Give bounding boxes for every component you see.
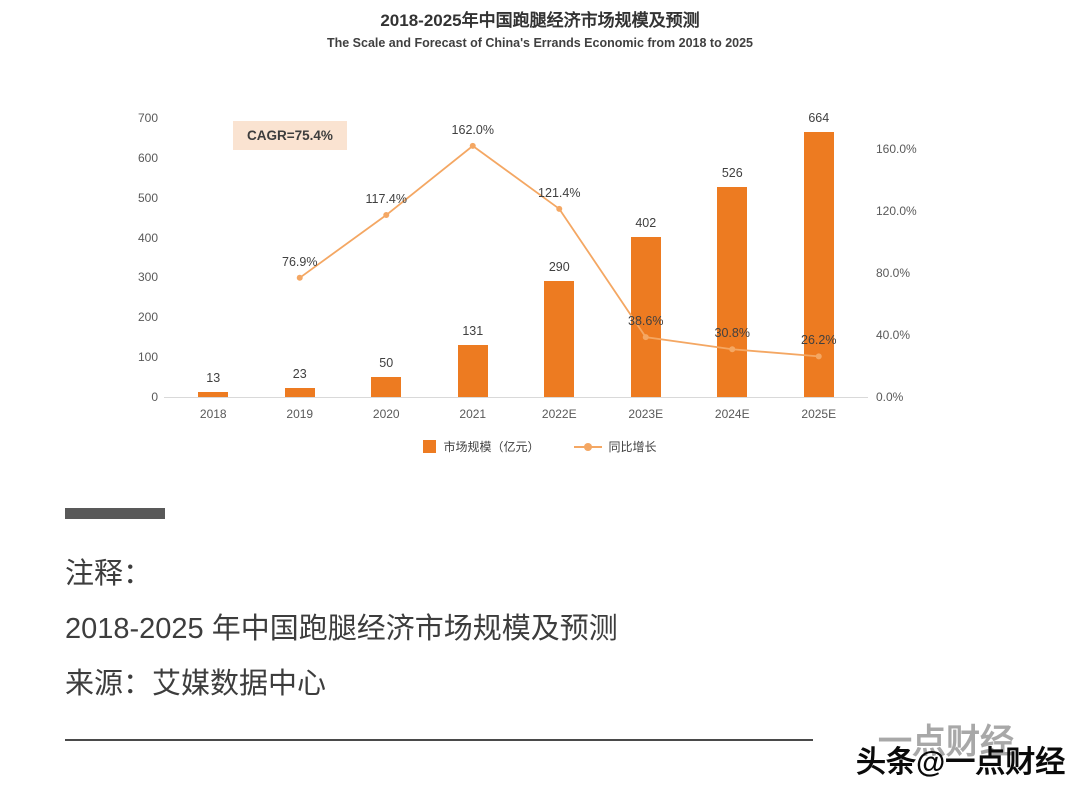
- line-point-label: 162.0%: [451, 122, 494, 137]
- line-point-label: 76.9%: [282, 254, 318, 269]
- x-axis-label: 2019: [286, 407, 314, 421]
- left-axis-tick: 100: [137, 350, 158, 365]
- bar-value-label: 23: [292, 366, 307, 381]
- bar: [717, 187, 748, 397]
- line-series-marker-icon: [573, 442, 602, 451]
- bar-value-label: 290: [548, 260, 570, 275]
- chart-subtitle: The Scale and Forecast of China's Errand…: [326, 36, 754, 50]
- bar: [371, 377, 402, 397]
- left-axis-tick: 200: [137, 310, 158, 325]
- line-point-label: 30.8%: [714, 326, 750, 341]
- line-series-dot-icon: [583, 442, 592, 451]
- line-point-label: 117.4%: [365, 192, 407, 207]
- line-point-label: 38.6%: [628, 314, 664, 329]
- bar-value-label: 50: [379, 356, 394, 371]
- left-axis-tick: 300: [137, 270, 158, 285]
- cagr-annotation: CAGR=75.4%: [233, 121, 347, 150]
- bar-value-label: 526: [721, 166, 743, 181]
- bar: [544, 281, 575, 397]
- left-axis-tick: 700: [137, 111, 158, 125]
- note-caption: 2018-2025 年中国跑腿经济市场规模及预测: [65, 613, 618, 645]
- bar: [198, 391, 229, 397]
- note-heading: 注释：: [65, 558, 153, 590]
- bar-value-label: 13: [206, 370, 221, 385]
- chart-title: 2018-2025年中国跑腿经济市场规模及预测: [380, 11, 700, 30]
- right-axis-tick: 40.0%: [876, 328, 911, 342]
- right-axis-tick: 80.0%: [876, 266, 911, 280]
- x-axis-label: 2023E: [628, 407, 664, 421]
- bar: [803, 132, 834, 397]
- notes-section: 注释： 2018-2025 年中国跑腿经济市场规模及预测 来源：艾媒数据中心: [65, 547, 618, 712]
- bar-value-label: 131: [462, 323, 484, 338]
- left-axis-tick: 500: [137, 190, 158, 205]
- x-axis-label: 2022E: [541, 407, 577, 421]
- left-axis-tick: 400: [137, 230, 158, 245]
- bar-value-label: 664: [808, 111, 830, 126]
- bar-series-label: 市场规模（亿元）: [443, 440, 540, 454]
- x-axis-line: [164, 397, 868, 398]
- note-source: 来源：艾媒数据中心: [65, 668, 327, 700]
- watermark-foreground: 头条@一点财经: [856, 746, 1066, 779]
- x-axis-label: 2024E: [714, 407, 750, 421]
- x-axis-label: 2025E: [801, 407, 837, 421]
- legend-item-bar: 市场规模（亿元）: [423, 438, 540, 455]
- right-axis-tick: 0.0%: [876, 390, 904, 404]
- right-axis-tick: 120.0%: [876, 204, 917, 218]
- line-point-label: 121.4%: [538, 185, 581, 200]
- legend-item-line: 同比增长: [573, 438, 657, 455]
- left-axis-tick: 600: [137, 150, 158, 165]
- legend: 市场规模（亿元） 同比增长: [0, 438, 1080, 455]
- bar-value-label: 402: [635, 215, 657, 230]
- line-series-label: 同比增长: [608, 440, 657, 454]
- section-divider-bar: [65, 508, 165, 519]
- bottom-rule: [65, 739, 813, 741]
- left-axis-tick: 0: [151, 390, 158, 404]
- right-axis-tick: 160.0%: [876, 142, 917, 156]
- x-axis-label: 2018: [199, 407, 227, 421]
- watermark-background: 一点财经: [878, 723, 1014, 761]
- bar-series-swatch-icon: [423, 440, 437, 453]
- bar: [284, 387, 315, 397]
- line-point-label: 26.2%: [801, 333, 837, 348]
- bar: [457, 344, 488, 397]
- x-axis-label: 2020: [372, 407, 400, 421]
- x-axis-label: 2021: [459, 407, 487, 421]
